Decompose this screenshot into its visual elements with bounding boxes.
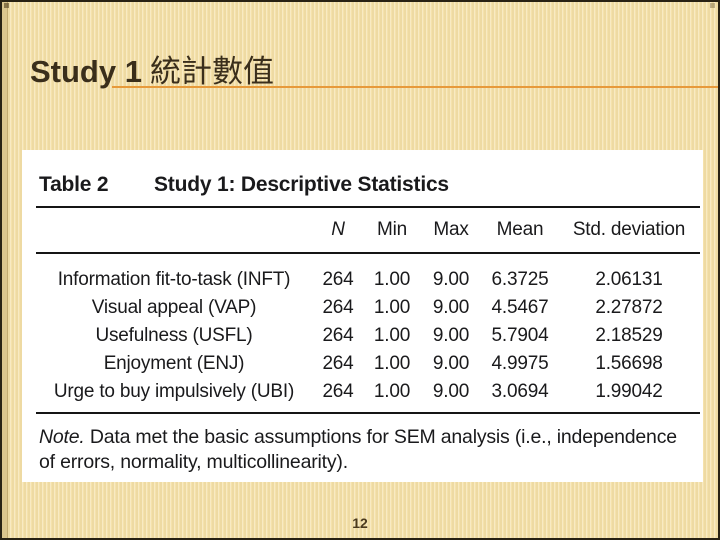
column-header-max: Max bbox=[420, 208, 482, 254]
table-panel: Table 2 Study 1: Descriptive Statistics N… bbox=[22, 150, 703, 482]
row-label: Information fit-to-task (INFT) bbox=[57, 269, 291, 290]
table-caption-text: Study 1: Descriptive Statistics bbox=[154, 173, 449, 196]
column-header-n: N bbox=[312, 208, 364, 254]
cell-std: 2.18529 bbox=[595, 325, 663, 346]
cell-n: 264 bbox=[322, 269, 354, 290]
note-line-2: of errors, normality, multicollinearity)… bbox=[39, 451, 348, 473]
cell-max: 9.00 bbox=[432, 269, 470, 290]
table-rule-bottom bbox=[36, 412, 700, 414]
corner-mark-top-left bbox=[4, 3, 9, 8]
note-lead: Note. bbox=[39, 426, 85, 448]
table-row: Urge to buy impulsively (UBI) 264 1.00 9… bbox=[36, 378, 700, 406]
table-label: Table 2 bbox=[39, 173, 109, 196]
slide-title-zh: 統計數值 bbox=[149, 54, 274, 89]
cell-n: 264 bbox=[322, 353, 354, 374]
left-edge-stripe bbox=[2, 2, 8, 538]
column-header-min: Min bbox=[364, 208, 420, 254]
cell-mean: 3.0694 bbox=[491, 381, 549, 402]
row-label: Enjoyment (ENJ) bbox=[103, 353, 245, 374]
stats-table: N Min Max Mean Std. deviation Informatio… bbox=[36, 208, 700, 406]
cell-min: 1.00 bbox=[373, 353, 411, 374]
column-header-variable bbox=[36, 208, 312, 254]
table-row: Visual appeal (VAP) 264 1.00 9.00 4.5467… bbox=[36, 294, 700, 322]
column-header-mean: Mean bbox=[482, 208, 558, 254]
page-number: 12 bbox=[352, 515, 368, 531]
cell-std: 1.99042 bbox=[595, 381, 663, 402]
note-line-1-text: Data met the basic assumptions for SEM a… bbox=[84, 426, 677, 448]
header-row: N Min Max Mean Std. deviation bbox=[36, 208, 700, 254]
row-label: Urge to buy impulsively (UBI) bbox=[53, 381, 295, 402]
note-line-1: Note. Data met the basic assumptions for… bbox=[39, 425, 689, 450]
cell-min: 1.00 bbox=[373, 325, 411, 346]
cell-n: 264 bbox=[322, 325, 354, 346]
cell-std: 1.56698 bbox=[595, 353, 663, 374]
slide-title: Study 1 統計數值 bbox=[30, 46, 274, 91]
table-row: Enjoyment (ENJ) 264 1.00 9.00 4.9975 1.5… bbox=[36, 350, 700, 378]
cell-mean: 6.3725 bbox=[491, 269, 549, 290]
cell-max: 9.00 bbox=[432, 381, 470, 402]
cell-mean: 4.9975 bbox=[491, 353, 549, 374]
cell-mean: 4.5467 bbox=[491, 297, 549, 318]
row-label: Visual appeal (VAP) bbox=[91, 297, 257, 318]
table-caption: Table 2 Study 1: Descriptive Statistics bbox=[39, 173, 703, 197]
cell-std: 2.06131 bbox=[595, 269, 663, 290]
column-header-std: Std. deviation bbox=[558, 208, 700, 254]
corner-mark-top-right bbox=[710, 3, 715, 8]
title-underline bbox=[112, 86, 718, 88]
slide-title-en: Study 1 bbox=[30, 54, 142, 89]
cell-std: 2.27872 bbox=[595, 297, 663, 318]
cell-max: 9.00 bbox=[432, 297, 470, 318]
cell-mean: 5.7904 bbox=[491, 325, 549, 346]
cell-max: 9.00 bbox=[432, 353, 470, 374]
cell-min: 1.00 bbox=[373, 297, 411, 318]
table-row: Information fit-to-task (INFT) 264 1.00 … bbox=[36, 253, 700, 294]
table-row: Usefulness (USFL) 264 1.00 9.00 5.7904 2… bbox=[36, 322, 700, 350]
cell-min: 1.00 bbox=[373, 269, 411, 290]
table-note: Note. Data met the basic assumptions for… bbox=[39, 425, 689, 475]
table-rule-top bbox=[36, 206, 700, 208]
cell-min: 1.00 bbox=[373, 381, 411, 402]
cell-max: 9.00 bbox=[432, 325, 470, 346]
row-label: Usefulness (USFL) bbox=[95, 325, 253, 346]
cell-n: 264 bbox=[322, 381, 354, 402]
cell-n: 264 bbox=[322, 297, 354, 318]
